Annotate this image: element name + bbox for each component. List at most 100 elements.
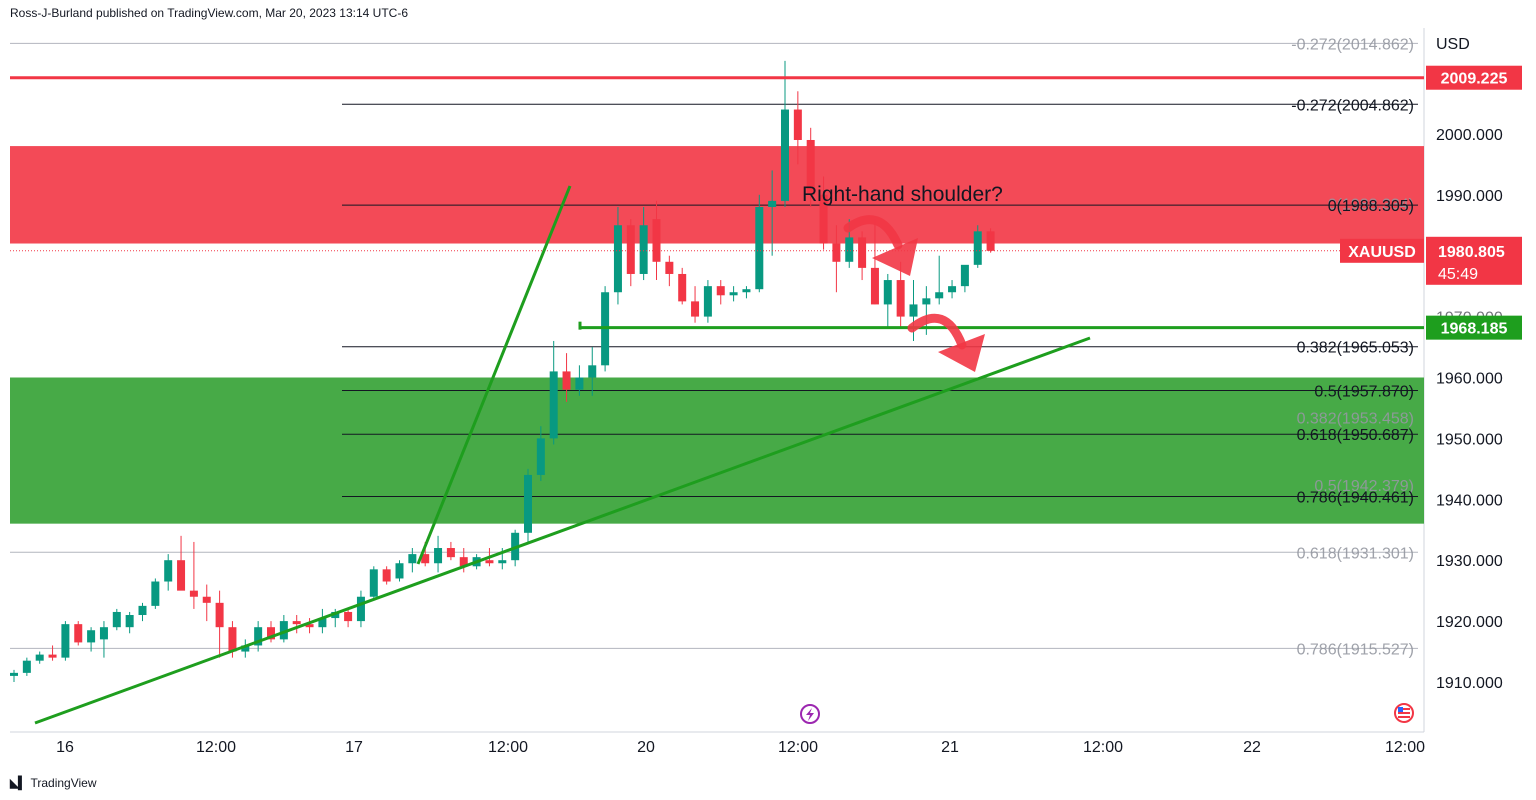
candle-body: [112, 611, 121, 628]
price-tick: 2000.000: [1436, 127, 1503, 144]
candle-body: [61, 624, 70, 658]
candle-body: [832, 243, 841, 262]
arrow-shoulder-icon: [843, 215, 903, 250]
candle-body: [421, 554, 430, 564]
candle-body: [665, 261, 674, 274]
arrow-shoulder-icon-head: [872, 238, 918, 276]
candle-body: [177, 560, 186, 591]
candle-body: [858, 237, 867, 268]
candle-body: [498, 560, 507, 564]
arrow-neckline-icon: [907, 313, 967, 350]
trendline-long: [34, 336, 1091, 725]
candle-body: [691, 301, 700, 317]
fib-label: -0.272(2014.862): [1291, 36, 1414, 53]
price-tick: 1910.000: [1436, 675, 1503, 692]
currency-label: USD: [1436, 36, 1470, 53]
time-tick: 21: [941, 739, 959, 756]
candle-body: [22, 660, 31, 673]
fib-label: 0.5(1957.870): [1314, 383, 1414, 400]
candle-body: [434, 548, 443, 564]
fib-label: 0.382(1965.053): [1297, 340, 1414, 357]
time-tick: 12:00: [196, 739, 236, 756]
candle-body: [228, 627, 237, 652]
candle-body: [909, 304, 918, 317]
candle-body: [292, 621, 301, 625]
candle-body: [202, 596, 211, 603]
candle-body: [382, 569, 391, 582]
candle-body: [524, 474, 532, 533]
price-tick: 1960.000: [1436, 371, 1503, 388]
time-tick: 12:00: [1385, 739, 1425, 756]
trendline-steep: [416, 185, 572, 565]
price-marker-label: 2009.225: [1441, 71, 1508, 88]
fib-label: -0.272(2004.862): [1291, 97, 1414, 114]
candle-body: [485, 560, 494, 564]
candle-body: [446, 548, 455, 558]
zone-resistance: [10, 146, 1424, 244]
candle-body: [151, 581, 160, 606]
candle-body: [395, 563, 404, 579]
candle-body: [189, 590, 198, 597]
candle-body: [755, 206, 764, 290]
candle-body: [344, 611, 353, 622]
candle-body: [845, 237, 854, 262]
candle-body: [549, 371, 558, 439]
time-tick: 17: [345, 739, 363, 756]
candle-body: [819, 194, 828, 244]
price-marker-badge: [1426, 315, 1522, 340]
candle-body: [138, 605, 147, 616]
last-price-value: 1980.805: [1438, 244, 1505, 261]
last-price-badge: [1426, 236, 1522, 285]
countdown-label: 45:49: [1438, 266, 1478, 283]
candle-body: [806, 139, 815, 195]
candle-body: [536, 438, 545, 475]
candle-body: [254, 627, 263, 646]
arrow-neckline-icon-head: [938, 334, 985, 372]
candle-body: [639, 225, 648, 274]
candle-body: [408, 554, 417, 564]
price-marker-badge: [1426, 65, 1522, 90]
candle-body: [74, 624, 83, 643]
zone-support: [10, 377, 1424, 524]
time-tick: 12:00: [1083, 739, 1123, 756]
candle-body: [241, 645, 250, 652]
candle-body: [678, 273, 687, 302]
candle-body: [896, 280, 905, 317]
price-tick: 1920.000: [1436, 614, 1503, 631]
candle-body: [48, 654, 57, 658]
symbol-badge: [1340, 238, 1424, 263]
brand-label: TradingView: [30, 776, 97, 790]
fib-label: 0.618(1931.301): [1297, 545, 1414, 562]
time-tick: 20: [637, 739, 655, 756]
candle-body: [948, 286, 957, 293]
candle-body: [318, 618, 327, 628]
candle-body: [562, 371, 571, 390]
candle-body: [742, 289, 751, 293]
price-tick: 1990.000: [1436, 188, 1503, 205]
candle-body: [883, 280, 892, 305]
candle-body: [935, 292, 944, 299]
candle-body: [356, 596, 365, 622]
price-tick: 1940.000: [1436, 492, 1503, 509]
footer-brand[interactable]: ◣▍ TradingView: [10, 776, 97, 790]
candle-body: [87, 630, 96, 643]
price-marker-label: 1968.185: [1441, 321, 1508, 338]
annotation-right-hand-shoulder: Right-hand shoulder?: [802, 183, 1003, 206]
candle-body: [716, 286, 725, 296]
candle-body: [729, 292, 738, 296]
candle-body: [125, 615, 134, 628]
candle-body: [164, 560, 173, 582]
fib-label: 0.5(1942.379): [1314, 478, 1414, 495]
price-tick: 1950.000: [1436, 431, 1503, 448]
fib-label: 0.786(1940.461): [1297, 489, 1414, 506]
candle-body: [267, 627, 275, 640]
candle-body: [613, 225, 622, 293]
us-flag-event-icon: [1394, 703, 1414, 723]
publisher-header: Ross-J-Burland published on TradingView.…: [10, 6, 408, 20]
candle-body: [99, 627, 108, 640]
candle-body: [793, 109, 802, 140]
candle-body: [781, 109, 789, 201]
candle-body: [973, 231, 982, 265]
time-tick: 12:00: [778, 739, 818, 756]
